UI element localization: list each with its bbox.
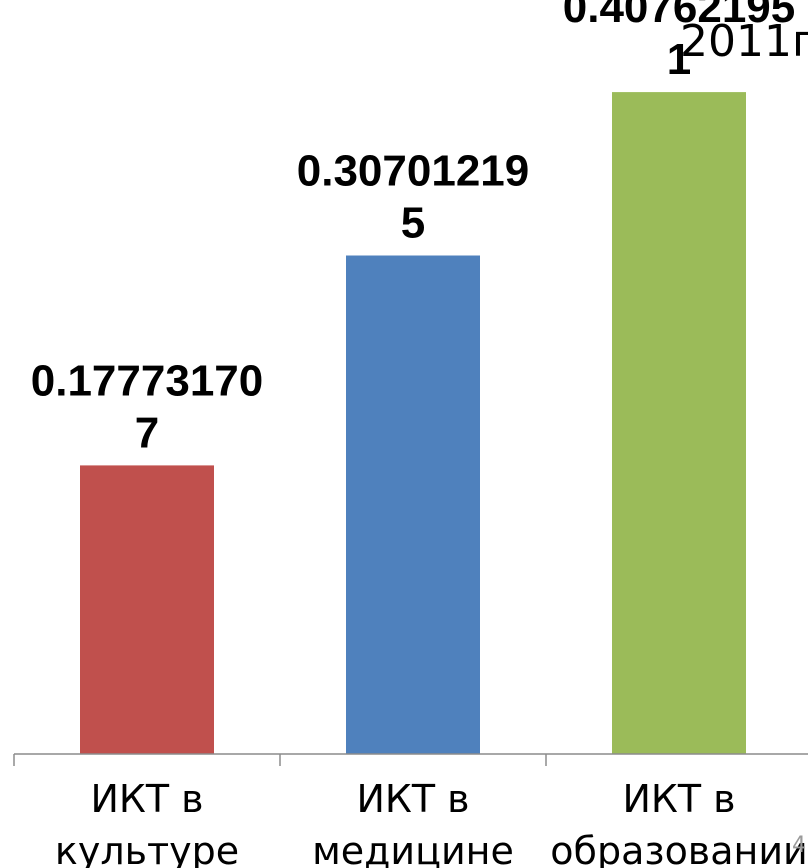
page-number: 4 [792, 833, 806, 858]
category-label-line: медицине [312, 829, 514, 868]
bars-layer [80, 92, 746, 755]
data-label-line: 1 [667, 35, 691, 84]
data-label-line: 5 [401, 199, 425, 248]
bar-2 [346, 255, 480, 754]
category-label-line: ИКТ в [622, 777, 735, 821]
category-labels-layer: ИКТ в культуре ИКТ в медицине ИКТ в образован… [55, 777, 808, 868]
category-label-1: ИКТ в культуре [55, 777, 239, 868]
category-label-2: ИКТ в медицине [312, 777, 514, 868]
x-axis [13, 753, 808, 766]
data-label-line: 0.17773170 [31, 356, 263, 405]
category-label-line: ИКТ в [90, 777, 203, 821]
category-label-3: ИКТ в образовании [550, 777, 807, 868]
chart-title: 2011г [680, 16, 808, 67]
data-label-line: 0.40762195 [563, 0, 795, 32]
category-label-line: ИКТ в [356, 777, 469, 821]
data-label-line: 0.30701219 [297, 147, 529, 196]
category-label-line: образовании [550, 829, 807, 868]
category-label-line: культуре [55, 829, 239, 868]
data-label-line: 7 [135, 408, 159, 457]
bar-3 [612, 92, 746, 755]
bar-1 [80, 465, 214, 754]
